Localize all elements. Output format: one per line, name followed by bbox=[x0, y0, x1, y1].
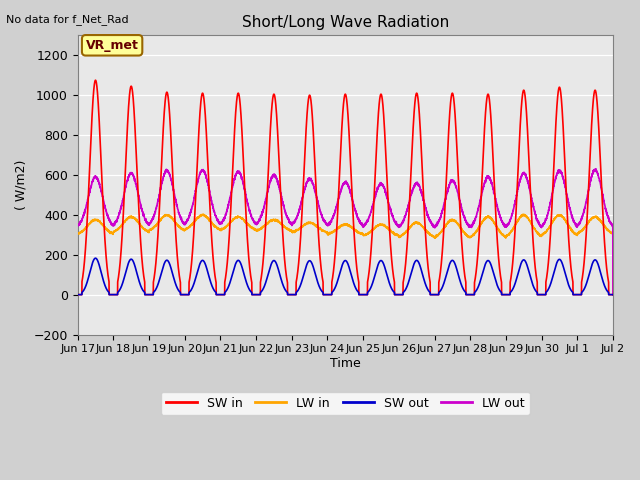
Text: No data for f_Net_Rad: No data for f_Net_Rad bbox=[6, 14, 129, 25]
Text: VR_met: VR_met bbox=[86, 39, 138, 52]
Y-axis label: ( W/m2): ( W/m2) bbox=[15, 160, 28, 210]
X-axis label: Time: Time bbox=[330, 357, 361, 370]
Title: Short/Long Wave Radiation: Short/Long Wave Radiation bbox=[242, 15, 449, 30]
Legend: SW in, LW in, SW out, LW out: SW in, LW in, SW out, LW out bbox=[161, 392, 530, 415]
